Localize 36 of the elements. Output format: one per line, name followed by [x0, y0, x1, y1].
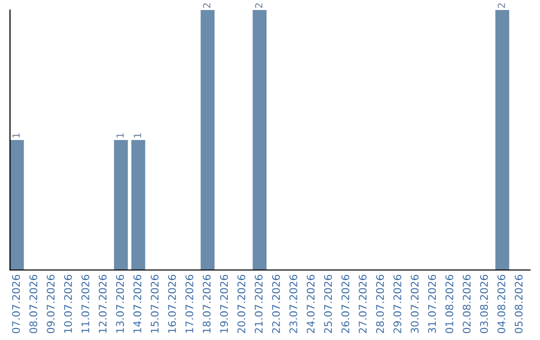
x-tick-label: 21.07.2026 — [254, 274, 263, 334]
x-tick-label: 22.07.2026 — [272, 274, 280, 334]
x-tick-label: 31.07.2026 — [428, 274, 436, 334]
x-tick-label: 30.07.2026 — [410, 274, 419, 334]
x-tick-label: 02.08.2026 — [462, 274, 471, 334]
data-label: 1 — [12, 133, 20, 138]
x-tick-label: 03.08.2026 — [480, 274, 488, 334]
x-tick-label: 11.07.2026 — [81, 274, 90, 333]
x-tick-label: 19.07.2026 — [220, 274, 228, 333]
data-label: 1 — [116, 133, 124, 138]
x-tick-label: 24.07.2026 — [306, 274, 315, 334]
x-tick-label: 13.07.2026 — [116, 274, 124, 333]
data-label: 2 — [255, 3, 262, 8]
x-tick-label: 29.07.2026 — [393, 274, 402, 334]
x-tick-label: 10.07.2026 — [64, 274, 72, 333]
x-tick-label: 07.07.2026 — [12, 274, 20, 334]
x-tick-label: 14.07.2026 — [133, 274, 142, 333]
x-tick-label: 01.08.2026 — [445, 274, 454, 334]
x-tick-label: 04.08.2026 — [497, 274, 506, 334]
x-tick-label: 15.07.2026 — [150, 274, 159, 333]
x-tick-label: 27.07.2026 — [358, 274, 367, 334]
x-tick-label: 05.08.2026 — [514, 274, 523, 334]
x-tick-label: 08.07.2026 — [29, 274, 38, 334]
x-tick-label: 12.07.2026 — [98, 274, 107, 333]
x-tick-label: 16.07.2026 — [168, 274, 176, 333]
x-tick-label: 23.07.2026 — [289, 274, 298, 334]
data-label: 1 — [134, 133, 141, 138]
data-label: 2 — [203, 3, 210, 8]
x-tick-label: 20.07.2026 — [237, 274, 246, 334]
data-label: 2 — [498, 3, 505, 8]
x-tick-label: 18.07.2026 — [202, 274, 211, 333]
x-tick-label: 25.07.2026 — [324, 274, 332, 334]
x-tick-label: 26.07.2026 — [341, 274, 350, 334]
x-tick-label: 28.07.2026 — [376, 274, 384, 334]
x-tick-label: 17.07.2026 — [185, 274, 194, 333]
x-tick-label: 09.07.2026 — [46, 274, 55, 334]
